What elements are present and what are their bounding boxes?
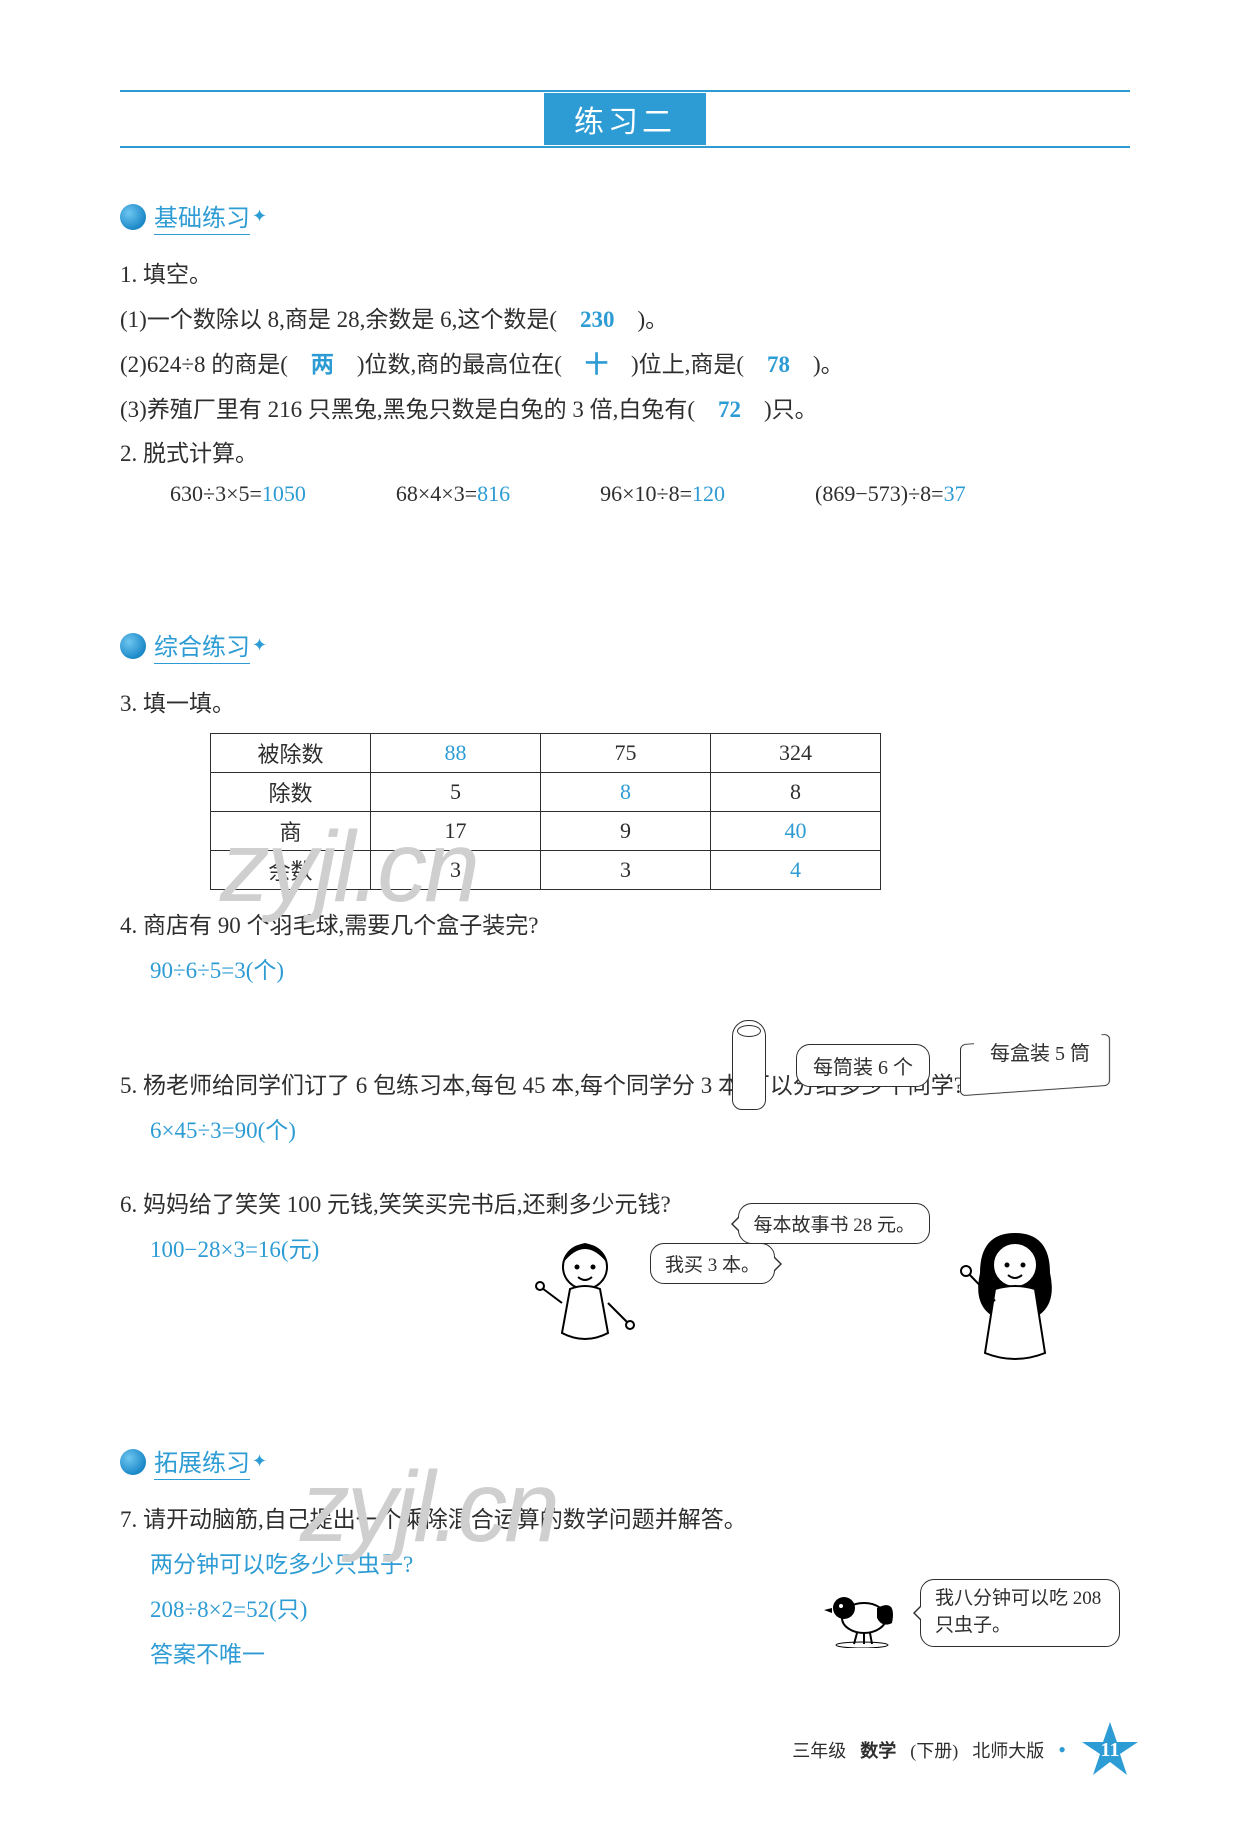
section-deco-2: ✦: [252, 635, 267, 656]
footer-edition: 北师大版: [972, 1737, 1044, 1763]
q1-1-after: )。: [614, 307, 668, 332]
shuttlecock-tube-icon: [732, 1020, 766, 1110]
q1-3-text: (3)养殖厂里有 216 只黑兔,黑兔只数是白兔的 3 倍,白兔有(: [120, 397, 718, 422]
q1-2-d: )。: [790, 352, 844, 377]
page-number: 11: [1101, 1739, 1120, 1762]
q6-head: 6. 妈妈给了笑笑 100 元钱,笑笑买完书后,还剩多少元钱?: [120, 1183, 1130, 1228]
q4-head: 4. 商店有 90 个羽毛球,需要几个盒子装完?: [120, 904, 1130, 949]
woman-illustration: [950, 1223, 1080, 1383]
cell-1-0: 5: [450, 779, 461, 804]
q2-1-ans: 816: [477, 481, 510, 506]
cell-0-1: 75: [615, 740, 637, 765]
q2-item-2: 96×10÷8=120: [600, 481, 725, 507]
q1-2-ans2: 十: [585, 352, 608, 377]
q1-2-b: )位数,商的最高位在(: [334, 352, 585, 377]
q4-ans: 90÷6÷5=3(个): [120, 949, 1130, 994]
q7-head: 7. 请开动脑筋,自己提出一个乘除混合运算的数学问题并解答。: [120, 1498, 1130, 1543]
q5-ans: 6×45÷3=90(个): [120, 1109, 1130, 1154]
bird-illustration: [822, 1578, 902, 1648]
q3-head: 3. 填一填。: [120, 682, 1130, 727]
cell-0-0: 88: [445, 740, 467, 765]
q1-1-ans: 230: [580, 307, 615, 332]
section-icon-extend: [120, 1449, 146, 1475]
section-deco: ✦: [252, 206, 267, 227]
cell-1-2: 8: [790, 779, 801, 804]
q2-head: 2. 脱式计算。: [120, 432, 1130, 477]
section-extend: 拓展练习 ✦: [120, 1443, 1130, 1480]
table-row: 被除数 88 75 324: [211, 734, 881, 773]
q1-2-ans1: 两: [311, 352, 334, 377]
table-row: 除数 5 8 8: [211, 773, 881, 812]
q2-0-ans: 1050: [262, 481, 306, 506]
tube-label: 每筒装 6 个: [796, 1044, 930, 1087]
q6-bubble-right: 每本故事书 28 元。: [738, 1203, 930, 1244]
page-title: 练习二: [544, 93, 706, 145]
q1-head: 1. 填空。: [120, 253, 1130, 298]
q1-2-ans3: 78: [767, 352, 790, 377]
q2-1-expr: 68×4×3=: [396, 481, 477, 506]
q1-3: (3)养殖厂里有 216 只黑兔,黑兔只数是白兔的 3 倍,白兔有( 72 )只…: [120, 388, 1130, 433]
cell-3-0: 3: [450, 857, 461, 882]
footer-dot: •: [1058, 1737, 1066, 1763]
page-number-star: 11: [1080, 1720, 1140, 1780]
cell-0-2: 324: [779, 740, 812, 765]
section-icon-general: [120, 633, 146, 659]
q6-bubble-left: 我买 3 本。: [650, 1243, 775, 1284]
table-row: 余数 3 3 4: [211, 851, 881, 890]
table-row: 商 17 9 40: [211, 812, 881, 851]
q2-item-0: 630÷3×5=1050: [170, 481, 306, 507]
q2-row: 630÷3×5=1050 68×4×3=816 96×10÷8=120 (869…: [120, 481, 1130, 507]
q1-1: (1)一个数除以 8,商是 28,余数是 6,这个数是( 230 )。: [120, 298, 1130, 343]
section-basic: 基础练习 ✦: [120, 198, 1130, 235]
footer-subject: 数学: [860, 1737, 896, 1763]
q7-figure: 我八分钟可以吃 208 只虫子。: [822, 1578, 1120, 1648]
cell-2-1: 9: [620, 818, 631, 843]
q1-2: (2)624÷8 的商是( 两 )位数,商的最高位在( 十 )位上,商是( 78…: [120, 343, 1130, 388]
q3-table: 被除数 88 75 324 除数 5 8 8 商 17 9 40 余数 3 3 …: [210, 733, 881, 890]
q2-3-ans: 37: [944, 481, 966, 506]
q2-2-expr: 96×10÷8=: [600, 481, 692, 506]
section-label-general: 综合练习: [154, 627, 250, 664]
rowhead-3: 余数: [211, 851, 371, 890]
footer-grade: 三年级: [792, 1737, 846, 1763]
page-footer: 三年级 数学 (下册) 北师大版 • 11: [792, 1720, 1140, 1780]
q2-item-1: 68×4×3=816: [396, 481, 510, 507]
footer-volume: (下册): [910, 1737, 958, 1763]
cell-3-2: 4: [790, 857, 801, 882]
cell-1-1: 8: [620, 779, 631, 804]
q1-1-text: (1)一个数除以 8,商是 28,余数是 6,这个数是(: [120, 307, 580, 332]
section-deco-3: ✦: [252, 1451, 267, 1472]
cell-3-1: 3: [620, 857, 631, 882]
q1-3-after: )只。: [741, 397, 818, 422]
q4-figure: 每筒装 6 个 每盒装 5 筒: [732, 1020, 1110, 1110]
child-illustration: [530, 1233, 640, 1373]
rowhead-2: 商: [211, 812, 371, 851]
cell-2-0: 17: [445, 818, 467, 843]
q6-figure: 我买 3 本。 每本故事书 28 元。: [120, 1273, 1130, 1433]
q2-3-expr: (869−573)÷8=: [815, 481, 944, 506]
title-bar: 练习二: [120, 90, 1130, 148]
q2-item-3: (869−573)÷8=37: [815, 481, 966, 507]
box-label: 每盒装 5 筒: [974, 1031, 1106, 1072]
q1-2-a: (2)624÷8 的商是(: [120, 352, 311, 377]
section-icon-basic: [120, 204, 146, 230]
rowhead-1: 除数: [211, 773, 371, 812]
q2-0-expr: 630÷3×5=: [170, 481, 262, 506]
section-general: 综合练习 ✦: [120, 627, 1130, 664]
cell-2-2: 40: [785, 818, 807, 843]
q7-bubble: 我八分钟可以吃 208 只虫子。: [920, 1579, 1120, 1646]
section-label-basic: 基础练习: [154, 198, 250, 235]
section-label-extend: 拓展练习: [154, 1443, 250, 1480]
q2-2-ans: 120: [692, 481, 725, 506]
q1-3-ans: 72: [718, 397, 741, 422]
rowhead-0: 被除数: [211, 734, 371, 773]
q1-2-c: )位上,商是(: [608, 352, 767, 377]
